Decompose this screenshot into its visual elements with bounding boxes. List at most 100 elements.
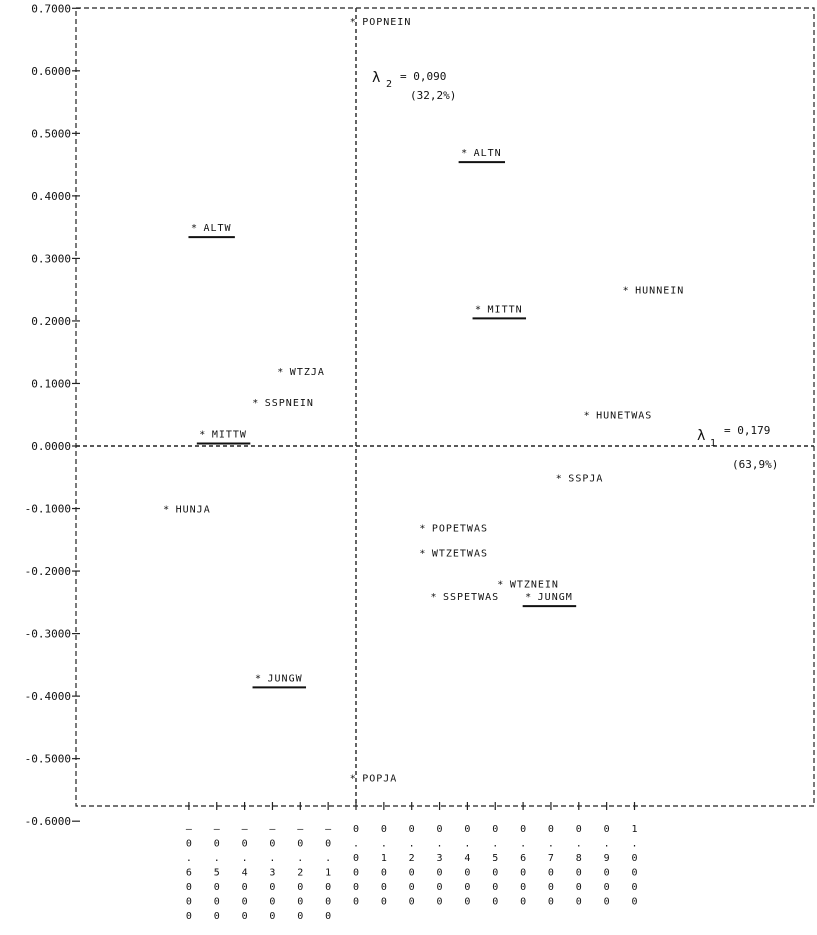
point-label: HUNJA [176, 505, 211, 516]
point-marker: * [163, 505, 170, 516]
point-label: SSPETWAS [443, 592, 499, 603]
y-tick-label: 0.0000 [31, 440, 71, 453]
axes [76, 8, 814, 806]
point-wtzja: * WTZJA [277, 367, 325, 378]
eigenvalue-annotations: λ 2 = 0,090 (32,2%) λ 1 = 0,179 (63,9%) [372, 70, 778, 471]
lambda1-subscript: 1 [710, 438, 716, 449]
point-marker: * [191, 223, 198, 234]
point-mittw: * MITTW [196, 429, 251, 445]
point-label: SSPJA [568, 473, 603, 484]
lambda2-subscript: 2 [386, 79, 392, 90]
point-wtznein: * WTZNEIN [497, 580, 559, 591]
point-label: POPJA [362, 773, 397, 784]
point-marker: * [475, 304, 482, 315]
y-tick-label: 0.4000 [31, 190, 71, 203]
point-hunetwas: * HUNETWAS [584, 411, 652, 422]
plot-border [75, 7, 815, 807]
point-label: HUNNEIN [635, 286, 684, 297]
point-label: JUNGM [538, 592, 573, 603]
lambda1-value: = 0,179 [724, 424, 770, 437]
x-tick-label: –0. 4 0 0 0 [242, 824, 249, 922]
x-tick-label: –0. 3 0 0 0 [269, 824, 276, 922]
y-tick-label: -0.4000 [25, 690, 71, 703]
point-marker: * [419, 523, 426, 534]
point-marker: * [199, 429, 206, 440]
y-tick-label: 0.7000 [31, 2, 71, 15]
point-marker: * [623, 286, 630, 297]
x-tick-label: –0. 1 0 0 0 [325, 824, 332, 922]
point-marker: * [556, 473, 563, 484]
point-sspja: * SSPJA [556, 473, 603, 484]
x-axis-ticks: –0. 6 0 0 0 – 0. 5 0 0 0 – 0. 4 0 0 0 – 0. 3 0 0 0 – 0. 2 0 0 0 – 0. 1 0… [186, 802, 638, 922]
point-marker: * [252, 398, 259, 409]
point-sspnein: * SSPNEIN [252, 398, 314, 409]
point-label: WTZNEIN [510, 580, 559, 591]
y-tick-label: -0.1000 [25, 503, 71, 516]
point-marker: * [430, 592, 437, 603]
point-altw: * ALTW [188, 223, 235, 239]
lambda2-value: = 0,090 [400, 70, 446, 83]
point-marker: * [419, 548, 426, 559]
lambda2-symbol: λ [372, 70, 380, 86]
point-label: JUNGW [268, 673, 303, 684]
y-tick-label: 0.5000 [31, 127, 71, 140]
y-tick-label: 0.6000 [31, 65, 71, 78]
point-popja: * POPJA [350, 773, 397, 784]
y-tick-label: -0.6000 [25, 815, 71, 828]
point-label: MITTW [212, 429, 247, 440]
point-label: POPETWAS [432, 523, 488, 534]
point-altn: * ALTN [458, 148, 506, 164]
point-marker: * [461, 148, 468, 159]
point-jungw: * JUNGW [252, 673, 307, 689]
y-axis-ticks: 0.7000 0.6000 0.5000 0.4000 0.3000 0.2000 0.10… [25, 2, 80, 828]
plot-frame [75, 7, 815, 807]
point-label: ALTW [203, 223, 231, 234]
x-tick-label: –0. 5 0 0 0 [214, 824, 221, 922]
y-tick-label: 0.2000 [31, 315, 71, 328]
point-label: POPNEIN [362, 17, 411, 28]
data-points: * POPNEIN* ALTW* ALTN* MITTN* HUNNEIN* WTZJA* S… [163, 17, 684, 785]
y-tick-label: 0.1000 [31, 377, 71, 390]
point-hunnein: * HUNNEIN [623, 286, 684, 297]
x-tick-label: –0. 6 0 0 0 [186, 824, 193, 922]
point-wtzetwas: * WTZETWAS [419, 548, 488, 559]
y-tick-label: -0.2000 [25, 565, 71, 578]
point-marker: * [350, 17, 357, 28]
lambda1-percent: (63,9%) [732, 458, 778, 471]
point-label: WTZJA [290, 367, 325, 378]
point-jungm: * JUNGM [522, 592, 577, 608]
point-label: MITTN [488, 304, 523, 315]
point-popnein: * POPNEIN [350, 17, 411, 28]
point-label: SSPNEIN [265, 398, 314, 409]
point-marker: * [497, 580, 504, 591]
point-label: ALTN [474, 148, 502, 159]
point-sspetwas: * SSPETWAS [430, 592, 499, 603]
point-hunja: * HUNJA [163, 505, 211, 516]
point-marker: * [584, 411, 591, 422]
point-marker: * [255, 673, 262, 684]
point-label: WTZETWAS [432, 548, 488, 559]
lambda1-symbol: λ [697, 428, 705, 444]
point-popetwas: * POPETWAS [419, 523, 488, 534]
point-mittn: * MITTN [472, 304, 527, 320]
y-tick-label: -0.5000 [25, 753, 71, 766]
lambda2-percent: (32,2%) [410, 89, 456, 102]
y-tick-label: 0.3000 [31, 252, 71, 265]
point-marker: * [277, 367, 284, 378]
point-label: HUNETWAS [596, 411, 652, 422]
point-marker: * [525, 592, 532, 603]
x-tick-label: –0. 2 0 0 0 [297, 824, 304, 922]
y-tick-label: -0.3000 [25, 628, 71, 641]
